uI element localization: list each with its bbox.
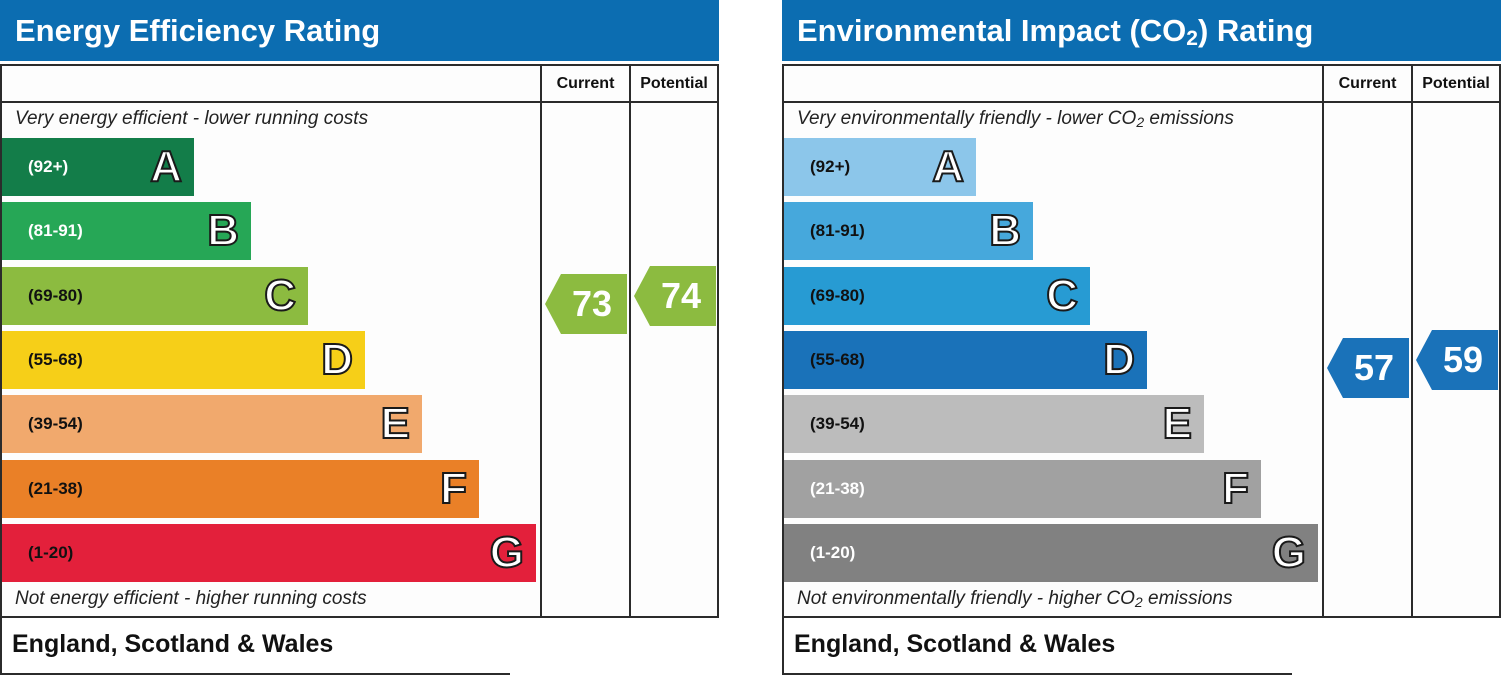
environmental-impact-chart: Environmental Impact (CO2) Rating Curren… — [782, 0, 1501, 675]
potential-rating-value: 74 — [660, 274, 702, 316]
top-caption: Very energy efficient - lower running co… — [15, 108, 368, 130]
header-divider — [0, 101, 719, 103]
current-rating-value: 57 — [1353, 346, 1395, 388]
band-range-label: (81-91) — [810, 221, 865, 241]
current-rating-arrow: 57 — [1327, 337, 1409, 398]
rating-band-g: (1-20) G — [784, 523, 1318, 582]
region-label: England, Scotland & Wales — [12, 630, 334, 658]
chart-title-bar: Environmental Impact (CO2) Rating — [782, 0, 1501, 61]
band-range-label: (69-80) — [28, 285, 83, 305]
bottom-caption-subscript: 2 — [1134, 594, 1143, 610]
rating-band-e: (39-54) E — [2, 395, 422, 454]
rating-band-d: (55-68) D — [2, 330, 365, 389]
chart-title: Environmental Impact (CO — [797, 13, 1187, 48]
rating-band-b: (81-91) B — [784, 202, 1033, 261]
potential-rating-arrow: 74 — [634, 265, 716, 326]
top-caption-text: Very energy efficient - lower running co… — [15, 108, 369, 129]
band-letter: B — [988, 205, 1022, 256]
arrow-shape — [545, 273, 627, 334]
band-range-label: (69-80) — [810, 285, 865, 305]
rating-band-f: (21-38) F — [784, 459, 1261, 518]
arrow-shape — [634, 265, 716, 326]
band-range-label: (1-20) — [28, 542, 74, 562]
band-letter: E — [380, 398, 411, 449]
bottom-caption: Not environmentally friendly - higher CO… — [797, 588, 1232, 610]
band-letter: F — [439, 463, 468, 514]
band-letter: D — [320, 334, 354, 385]
band-letter: G — [1271, 527, 1307, 578]
band-range-label: (39-54) — [810, 414, 865, 434]
band-letter: B — [206, 205, 240, 256]
band-range-label: (21-38) — [810, 478, 865, 498]
current-column-divider — [1322, 64, 1324, 618]
rating-band-c: (69-80) C — [2, 266, 308, 325]
arrow-polygon — [634, 265, 716, 326]
chart-title-bar: Energy Efficiency Rating — [0, 0, 719, 61]
rating-band-a: (92+) A — [2, 138, 194, 196]
band-range-label: (81-91) — [28, 221, 83, 241]
potential-column-divider — [629, 64, 631, 618]
rating-band-b: (81-91) B — [2, 202, 251, 261]
rating-band-d: (55-68) D — [784, 330, 1147, 389]
energy-efficiency-chart: Energy Efficiency Rating Current Potenti… — [0, 0, 719, 675]
region-footer: England, Scotland & Wales — [782, 618, 1292, 675]
band-range-label: (55-68) — [810, 349, 865, 369]
current-column-header: Current — [1338, 75, 1397, 92]
potential-rating-arrow: 59 — [1416, 329, 1498, 390]
region-footer: England, Scotland & Wales — [0, 618, 510, 675]
band-range-label: (92+) — [28, 157, 69, 176]
current-rating-value: 73 — [571, 282, 613, 324]
chart-title: Energy Efficiency Rating — [15, 13, 381, 48]
top-caption-subscript: 2 — [1136, 114, 1145, 130]
arrow-polygon — [1416, 329, 1498, 390]
arrow-polygon — [1327, 337, 1409, 398]
current-column-divider — [540, 64, 542, 618]
arrow-shape — [1416, 329, 1498, 390]
top-caption: Very environmentally friendly - lower CO… — [797, 108, 1234, 130]
current-rating-arrow: 73 — [545, 273, 627, 334]
rating-band-c: (69-80) C — [784, 266, 1090, 325]
chart-title-subscript: 2 — [1186, 27, 1198, 50]
band-letter: F — [1221, 463, 1250, 514]
band-letter: A — [931, 141, 965, 192]
top-caption-end: emissions — [1144, 108, 1234, 129]
band-letter: G — [489, 527, 525, 578]
band-range-label: (39-54) — [28, 414, 83, 434]
rating-band-g: (1-20) G — [2, 523, 536, 582]
arrow-polygon — [545, 273, 627, 334]
band-range-label: (21-38) — [28, 478, 83, 498]
bottom-caption-text: Not energy efficient - higher running co… — [15, 588, 367, 609]
rating-band-a: (92+) A — [784, 138, 976, 196]
rating-band-e: (39-54) E — [784, 395, 1204, 454]
current-column-header: Current — [556, 75, 615, 92]
header-divider — [782, 101, 1501, 103]
potential-rating-value: 59 — [1442, 338, 1484, 380]
band-letter: C — [263, 270, 297, 321]
arrow-shape — [1327, 337, 1409, 398]
potential-column-divider — [1411, 64, 1413, 618]
band-letter: A — [149, 141, 183, 192]
potential-column-header: Potential — [640, 75, 708, 92]
band-letter: D — [1102, 334, 1136, 385]
rating-band-f: (21-38) F — [2, 459, 479, 518]
top-caption-text: Very environmentally friendly - lower CO — [797, 108, 1137, 129]
potential-column-header: Potential — [1422, 75, 1490, 92]
band-range-label: (1-20) — [810, 542, 856, 562]
region-label: England, Scotland & Wales — [794, 630, 1116, 658]
band-letter: E — [1162, 398, 1193, 449]
chart-title-end: ) Rating — [1197, 13, 1314, 48]
bottom-caption-end: emissions — [1142, 588, 1233, 609]
bottom-caption-text: Not environmentally friendly - higher CO — [797, 588, 1135, 609]
band-range-label: (92+) — [810, 157, 851, 176]
band-range-label: (55-68) — [28, 349, 83, 369]
band-letter: C — [1045, 270, 1079, 321]
bottom-caption: Not energy efficient - higher running co… — [15, 588, 367, 610]
